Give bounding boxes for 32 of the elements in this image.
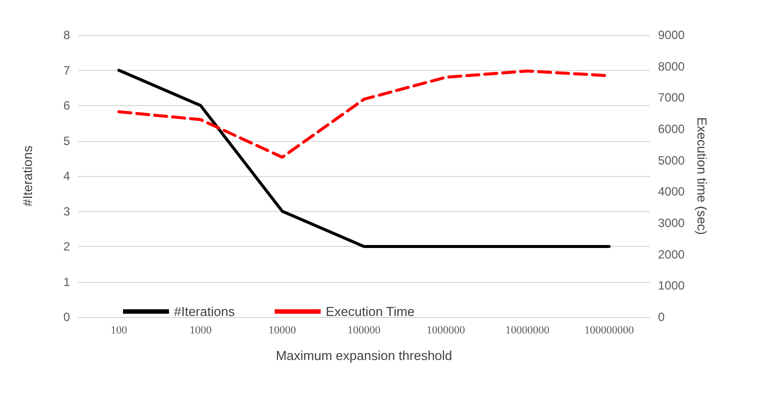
y-tick-label: 1 bbox=[63, 274, 70, 289]
y-axis-title: #Iterations bbox=[20, 145, 35, 206]
x-axis-title: Maximum expansion threshold bbox=[276, 348, 452, 363]
y-tick-label: 2 bbox=[63, 240, 70, 254]
x-tick-label: 10000 bbox=[268, 324, 297, 336]
x-tick-label: 1000 bbox=[190, 324, 212, 336]
y2-tick-label: 0 bbox=[658, 310, 665, 324]
x-tick-label: 100 bbox=[110, 324, 128, 336]
y2-tick-label: 4000 bbox=[658, 184, 686, 199]
y2-tick-label: 1000 bbox=[658, 278, 686, 293]
x-tick-label: 10000000 bbox=[505, 324, 550, 336]
y2-tick-label: 2000 bbox=[658, 247, 686, 262]
y-tick-label: 8 bbox=[63, 28, 70, 42]
legend-label: #Iterations bbox=[174, 304, 236, 319]
y2-axis-title: Execution time (sec) bbox=[694, 117, 710, 235]
y-tick-label: 6 bbox=[63, 98, 70, 112]
y2-tick-label: 9000 bbox=[658, 28, 686, 42]
y2-tick-label: 5000 bbox=[658, 153, 686, 168]
x-tick-label: 1000000 bbox=[426, 324, 466, 336]
y-tick-label: 5 bbox=[63, 134, 70, 148]
line-series bbox=[117, 68, 611, 248]
y2-tick-label: 3000 bbox=[658, 216, 686, 230]
y-tick-label: 3 bbox=[63, 204, 70, 218]
x-tick-label: 100000 bbox=[348, 324, 381, 336]
x-tick-label: 100000000 bbox=[584, 324, 634, 336]
y2-tick-label: 7000 bbox=[658, 90, 686, 105]
y2-tick-label: 8000 bbox=[658, 59, 686, 74]
y-tick-label: 0 bbox=[63, 310, 70, 324]
y2-tick-label: 6000 bbox=[658, 122, 686, 136]
y-tick-label: 7 bbox=[63, 63, 70, 78]
legend-label: Execution Time bbox=[326, 304, 415, 319]
y-tick-label: 4 bbox=[63, 169, 70, 183]
